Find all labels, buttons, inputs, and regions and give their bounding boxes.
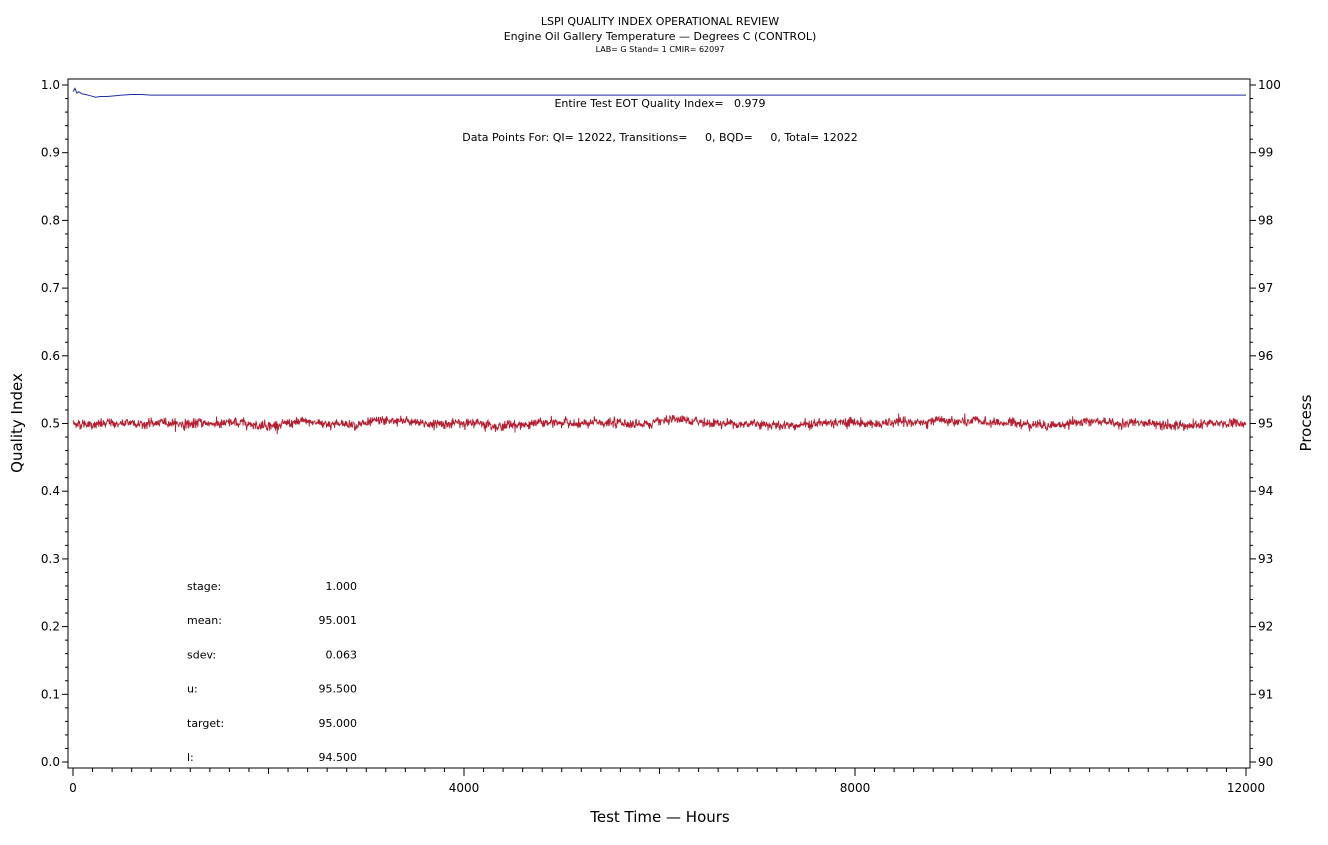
stat-label: sdev:: [187, 648, 216, 661]
y-left-tick-label: 0.6: [41, 349, 60, 363]
y-right-tick-label: 93: [1258, 552, 1273, 566]
stat-value: 94.500: [319, 751, 358, 764]
stat-value: 95.001: [319, 614, 358, 627]
chart-subtitle: Engine Oil Gallery Temperature — Degrees…: [504, 30, 817, 43]
chart-title: LSPI QUALITY INDEX OPERATIONAL REVIEW: [541, 15, 779, 28]
y-left-tick-label: 0.0: [41, 755, 60, 769]
y-left-tick-label: 1.0: [41, 78, 60, 92]
x-tick-label: 12000: [1227, 781, 1265, 795]
stat-value: 95.000: [319, 717, 358, 730]
y-right-tick-label: 96: [1258, 349, 1273, 363]
y-left-tick-label: 0.3: [41, 552, 60, 566]
y-right-tick-label: 97: [1258, 281, 1273, 295]
y-axis-label-right: Process: [1297, 394, 1315, 451]
y-right-tick-label: 95: [1258, 417, 1273, 431]
data-points-annotation: Data Points For: QI= 12022, Transitions=…: [462, 131, 857, 144]
y-left-tick-label: 0.4: [41, 484, 60, 498]
stat-value: 1.000: [326, 580, 358, 593]
stats-panel: stage: 1.000 mean: 95.001 sdev: 0.063 u: 95.500…: [187, 580, 357, 764]
x-tick-label: 0: [69, 781, 77, 795]
stat-label: u:: [187, 683, 198, 696]
y-axis-label-left: Quality Index: [8, 373, 26, 473]
y-right-tick-label: 90: [1258, 755, 1273, 769]
stat-label: mean:: [187, 614, 222, 627]
y-left-tick-label: 0.2: [41, 620, 60, 634]
chart-lab-info: LAB= G Stand= 1 CMIR= 62097: [596, 45, 725, 54]
stat-label: stage:: [187, 580, 221, 593]
process-series-line: [72, 413, 1247, 435]
y-right-tick-label: 91: [1258, 687, 1273, 701]
y-left-tick-label: 0.5: [41, 417, 60, 431]
x-tick-label: 8000: [840, 781, 871, 795]
axis-tick-labels: 0 4000 8000 12000 0.0 0.1 0.2 0.3 0.4 0.5 0.6 0.7 0.…: [41, 78, 1281, 795]
stat-label: target:: [187, 717, 224, 730]
y-right-tick-label: 94: [1258, 484, 1273, 498]
y-left-tick-label: 0.7: [41, 281, 60, 295]
y-left-tick-label: 0.1: [41, 687, 60, 701]
y-left-tick-label: 0.9: [41, 146, 60, 160]
y-right-tick-label: 100: [1258, 78, 1281, 92]
stat-label: l:: [187, 751, 194, 764]
y-left-tick-label: 0.8: [41, 213, 60, 227]
series-layer: [72, 87, 1247, 435]
y-right-tick-label: 92: [1258, 620, 1273, 634]
stat-value: 0.063: [326, 648, 358, 661]
quality-index-annotation: Entire Test EOT Quality Index= 0.979: [554, 97, 765, 110]
stat-value: 95.500: [319, 683, 358, 696]
x-axis-label: Test Time — Hours: [589, 808, 730, 826]
axis-ticks: [62, 84, 1256, 776]
quality-index-series-line: [72, 87, 1246, 98]
y-right-tick-label: 98: [1258, 213, 1273, 227]
x-tick-label: 4000: [449, 781, 480, 795]
y-right-tick-label: 99: [1258, 146, 1273, 160]
